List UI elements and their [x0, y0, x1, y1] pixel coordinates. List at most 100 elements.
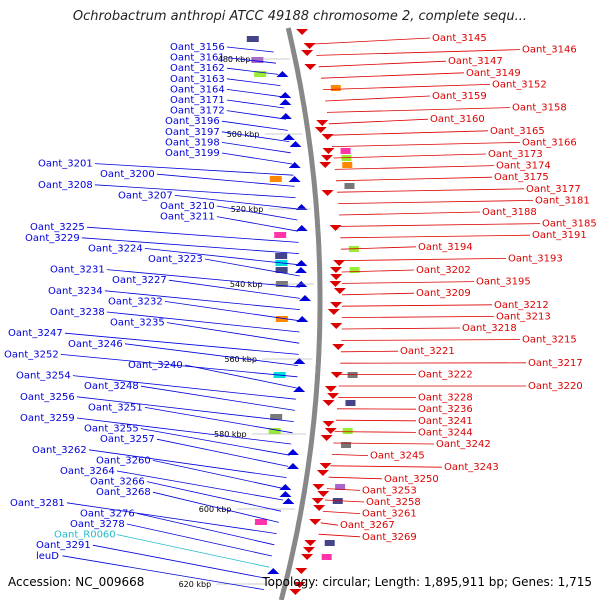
gene-label-right[interactable]: Oant_3269	[362, 532, 417, 543]
gene-label-right[interactable]: Oant_3166	[522, 137, 577, 148]
gene-label-right[interactable]: Oant_3181	[535, 195, 590, 206]
gene-label-right[interactable]: Oant_3145	[432, 33, 487, 44]
gene-label-right[interactable]: Oant_3152	[492, 79, 547, 90]
gene-label-right[interactable]: Oant_3222	[418, 369, 473, 380]
label-connector	[324, 499, 365, 503]
gene-label-right[interactable]: Oant_3188	[482, 207, 537, 218]
gene-label-left[interactable]: Oant_3162	[170, 63, 225, 74]
gene-label-left[interactable]: Oant_R0060	[54, 530, 116, 541]
gene-label-left[interactable]: Oant_3281	[10, 498, 65, 509]
gene-label-right[interactable]: Oant_3146	[522, 45, 577, 56]
gene-label-left[interactable]: Oant_3232	[108, 296, 163, 307]
gene-label-left[interactable]: Oant_3268	[96, 487, 151, 498]
gene-label-left[interactable]: Oant_3207	[118, 190, 173, 201]
gene-label-right[interactable]: Oant_3202	[416, 265, 471, 276]
gene-label-left[interactable]: Oant_3238	[50, 307, 105, 318]
gene-label-left[interactable]: Oant_3201	[38, 159, 93, 170]
gene-label-right[interactable]: Oant_3261	[362, 509, 417, 520]
gene-label-right[interactable]: Oant_3174	[496, 161, 551, 172]
gene-label-right[interactable]: Oant_3165	[490, 126, 545, 137]
gene-label-right[interactable]: Oant_3220	[528, 381, 583, 392]
gene-label-right[interactable]: Oant_3173	[488, 149, 543, 160]
gene-label-left[interactable]: Oant_3247	[8, 328, 63, 339]
gene-label-right[interactable]: Oant_3175	[494, 172, 549, 183]
gene-label-left[interactable]: leuD	[36, 551, 59, 562]
gene-label-left[interactable]: Oant_3266	[90, 477, 145, 488]
gene-label-right[interactable]: Oant_3258	[366, 497, 421, 508]
gene-label-right[interactable]: Oant_3212	[494, 300, 549, 311]
gene-label-right[interactable]: Oant_3191	[532, 230, 587, 241]
gene-label-left[interactable]: Oant_3198	[165, 137, 220, 148]
gene-label-left[interactable]: Oant_3172	[170, 106, 225, 117]
gene-label-right[interactable]: Oant_3241	[418, 416, 473, 427]
gene-label-left[interactable]: Oant_3210	[160, 201, 215, 212]
gene-label-left[interactable]: Oant_3291	[36, 540, 91, 551]
gene-label-left[interactable]: Oant_3260	[96, 455, 151, 466]
gene-label-left[interactable]: Oant_3224	[88, 243, 143, 254]
gene-label-right[interactable]: Oant_3242	[436, 439, 491, 450]
gene-label-left[interactable]: Oant_3246	[68, 339, 123, 350]
gene-label-left[interactable]: Oant_3259	[20, 413, 75, 424]
gene-label-right[interactable]: Oant_3245	[370, 451, 425, 462]
gene-label-right[interactable]: Oant_3217	[528, 358, 583, 369]
gene-label-left[interactable]: Oant_3223	[148, 254, 203, 265]
gene-label-left[interactable]: Oant_3208	[38, 180, 93, 191]
gene-label-right[interactable]: Oant_3209	[416, 288, 471, 299]
gene-label-left[interactable]: Oant_3229	[25, 233, 80, 244]
gene-label-left[interactable]: Oant_3231	[50, 265, 105, 276]
gene-label-right[interactable]: Oant_3193	[508, 253, 563, 264]
gene-label-right[interactable]: Oant_3213	[496, 311, 551, 322]
gene-label-left[interactable]: Oant_3264	[60, 466, 115, 477]
gene-label-left[interactable]: Oant_3171	[170, 95, 225, 106]
gene-label-left[interactable]: Oant_3163	[170, 74, 225, 85]
gene-label-right[interactable]: Oant_3244	[418, 427, 473, 438]
gene-label-left[interactable]: Oant_3251	[88, 402, 143, 413]
gene-label-right[interactable]: Oant_3236	[418, 404, 473, 415]
gene-label-left[interactable]: Oant_3200	[100, 169, 155, 180]
gene-label-left[interactable]: Oant_3256	[20, 392, 75, 403]
gene-label-right[interactable]: Oant_3149	[466, 68, 521, 79]
gene-label-right[interactable]: Oant_3195	[476, 277, 531, 288]
tick-label: 580 kbp	[214, 430, 247, 439]
gene-label-left[interactable]: Oant_3278	[70, 519, 125, 530]
gene-label-right[interactable]: Oant_3147	[448, 56, 503, 67]
gene-label-right[interactable]: Oant_3185	[542, 219, 597, 230]
gene-label-left[interactable]: Oant_3197	[165, 127, 220, 138]
gene-labels[interactable]: Oant_3156Oant_3161Oant_3162Oant_3163Oant…	[4, 33, 597, 562]
gene-label-left[interactable]: Oant_3248	[84, 381, 139, 392]
gene-label-left[interactable]: Oant_3211	[160, 212, 215, 223]
gene-label-left[interactable]: Oant_3254	[16, 371, 71, 382]
gene-label-left[interactable]: Oant_3255	[84, 424, 139, 435]
gene-label-left[interactable]: Oant_3196	[165, 116, 220, 127]
plus-strand-gene	[286, 449, 299, 455]
gene-label-right[interactable]: Oant_3177	[526, 184, 581, 195]
gene-label-left[interactable]: Oant_3161	[170, 53, 225, 64]
gene-label-right[interactable]: Oant_3158	[512, 103, 567, 114]
label-connector	[340, 234, 531, 239]
gene-label-left[interactable]: Oant_3199	[165, 148, 220, 159]
gene-label-left[interactable]: Oant_3235	[110, 318, 165, 329]
gene-label-right[interactable]: Oant_3221	[400, 346, 455, 357]
gene-label-right[interactable]: Oant_3267	[340, 520, 395, 531]
gene-label-left[interactable]: Oant_3164	[170, 84, 225, 95]
gene-label-left[interactable]: Oant_3262	[32, 445, 87, 456]
gene-label-right[interactable]: Oant_3243	[444, 462, 499, 473]
gene-label-left[interactable]: Oant_3257	[100, 434, 155, 445]
gene-label-left[interactable]: Oant_3225	[30, 222, 85, 233]
gene-label-right[interactable]: Oant_3194	[418, 242, 473, 253]
gene-label-left[interactable]: Oant_3156	[170, 42, 225, 53]
gene-label-left[interactable]: Oant_3227	[112, 275, 167, 286]
gene-label-left[interactable]: Oant_3252	[4, 349, 59, 360]
label-connector	[328, 118, 429, 125]
gene-label-right[interactable]: Oant_3250	[384, 474, 439, 485]
gene-label-right[interactable]: Oant_3218	[462, 323, 517, 334]
gene-label-right[interactable]: Oant_3228	[418, 393, 473, 404]
gene-label-right[interactable]: Oant_3215	[522, 335, 577, 346]
gene-label-right[interactable]: Oant_3159	[432, 91, 487, 102]
gene-label-left[interactable]: Oant_3276	[80, 508, 135, 519]
gene-label-right[interactable]: Oant_3253	[362, 485, 417, 496]
gene-label-left[interactable]: Oant_3234	[48, 286, 103, 297]
label-connector	[81, 237, 300, 254]
gene-label-left[interactable]: Oant_3240	[128, 360, 183, 371]
gene-label-right[interactable]: Oant_3160	[430, 114, 485, 125]
